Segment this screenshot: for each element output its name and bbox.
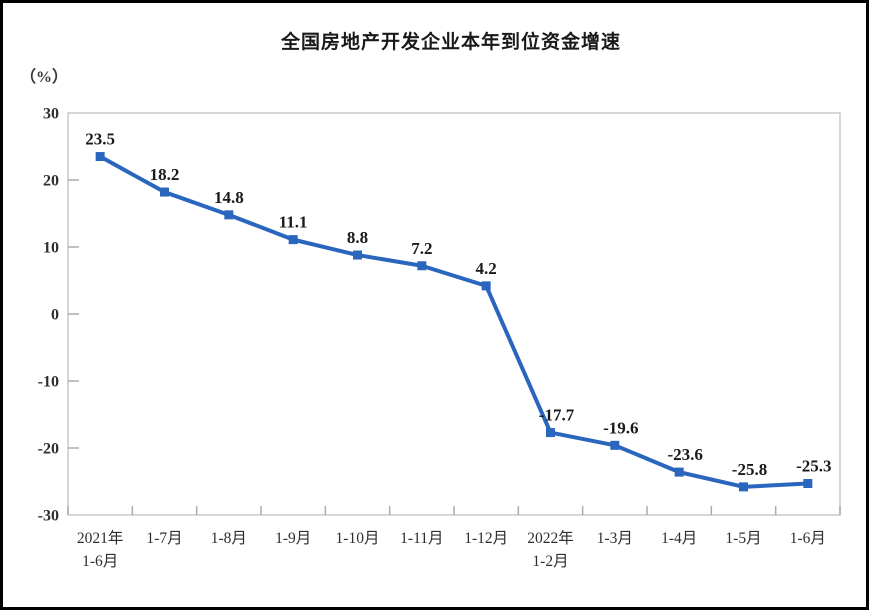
data-point-marker <box>224 210 234 220</box>
data-point-label: -17.7 <box>539 406 575 425</box>
line-chart-canvas: 30 20 10 0 -10 -20 -30 2021年 1-6月 1-7月 1-8月 1-9月 1-1… <box>38 106 841 570</box>
data-point-label: -25.8 <box>732 460 767 479</box>
data-point-label: 7.2 <box>411 239 432 258</box>
x-axis-category-label: 1-8月 <box>211 530 247 547</box>
y-axis-tick-label: -30 <box>38 508 59 525</box>
data-point-label: -23.6 <box>667 445 702 464</box>
x-axis-category-label: 1-6月 <box>790 530 826 547</box>
data-point-label: 23.5 <box>85 130 115 149</box>
y-axis-tick-label: 0 <box>51 307 59 324</box>
data-point-marker <box>95 152 105 162</box>
x-axis-category-label: 1-10月 <box>336 530 380 547</box>
data-point-label: 11.1 <box>279 213 308 232</box>
x-axis-category-label: 1-7月 <box>146 530 182 547</box>
data-point-label: 14.8 <box>214 188 244 207</box>
x-axis-category-label: 1-3月 <box>597 530 633 547</box>
y-axis-tick-label: 10 <box>43 240 59 257</box>
data-point-label: 4.2 <box>476 259 497 278</box>
data-point-marker <box>160 187 169 197</box>
y-axis-tick-label: 30 <box>43 106 59 123</box>
y-axis-unit-label: （%） <box>20 69 69 86</box>
data-point-marker <box>803 479 813 489</box>
data-series-line <box>98 154 810 489</box>
plot-border <box>67 112 841 516</box>
x-axis-category-label: 1-6月 <box>82 553 118 570</box>
data-point-marker <box>546 428 555 438</box>
data-point-marker <box>481 281 491 291</box>
y-axis-tick-label: -20 <box>38 441 59 458</box>
data-point-label: 18.2 <box>150 165 180 184</box>
data-point-marker <box>674 467 684 477</box>
data-point-label: -19.6 <box>603 418 638 437</box>
data-point-marker <box>610 440 620 450</box>
data-point-marker <box>739 482 748 492</box>
chart-title: 全国房地产开发企业本年到位资金增速 <box>280 32 621 53</box>
x-axis-category-label: 1-9月 <box>275 530 311 547</box>
x-axis-category-label: 1-12月 <box>464 530 508 547</box>
x-axis-category-label: 1-5月 <box>725 530 761 547</box>
data-point-label: 8.8 <box>347 228 368 247</box>
x-axis-category-label: 1-11月 <box>400 530 443 547</box>
y-axis-tick-label: -10 <box>38 374 59 391</box>
y-axis-tick-label: 20 <box>43 173 59 190</box>
x-axis-category-label: 1-2月 <box>532 553 568 570</box>
data-point-marker <box>353 250 362 260</box>
x-axis-category-label: 1-4月 <box>661 530 697 547</box>
data-point-marker <box>417 261 427 271</box>
data-point-label: -25.3 <box>796 457 831 476</box>
data-point-marker <box>288 235 298 245</box>
x-axis-category-label: 2022年 <box>527 529 574 547</box>
x-axis-category-label: 2021年 <box>77 529 124 547</box>
